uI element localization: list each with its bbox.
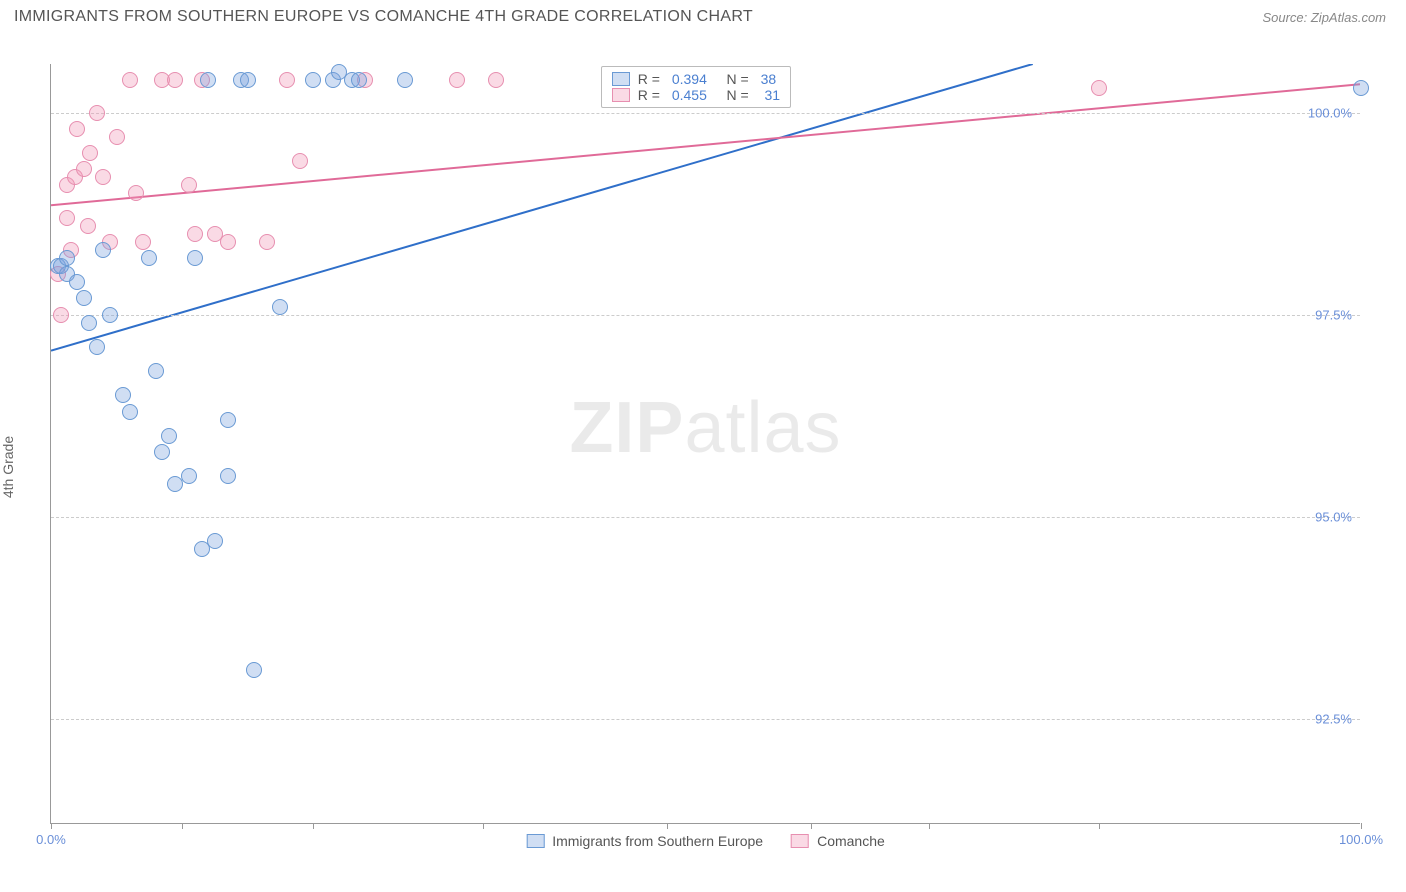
data-point [59, 250, 75, 266]
data-point [279, 72, 295, 88]
data-point [81, 315, 97, 331]
legend-row: R = 0.455 N = 31 [612, 87, 780, 103]
x-tick [182, 823, 183, 829]
data-point [135, 234, 151, 250]
data-point [115, 387, 131, 403]
gridline [51, 517, 1360, 518]
data-point [397, 72, 413, 88]
data-point [82, 145, 98, 161]
legend-swatch [612, 88, 630, 102]
correlation-legend: R = 0.394 N = 38R = 0.455 N = 31 [601, 66, 791, 108]
legend-swatch [791, 834, 809, 848]
data-point [154, 444, 170, 460]
legend-n-label: N = [715, 87, 753, 103]
gridline [51, 113, 1360, 114]
data-point [292, 153, 308, 169]
x-tick [667, 823, 668, 829]
data-point [95, 242, 111, 258]
watermark-bold: ZIP [569, 388, 684, 468]
data-point [305, 72, 321, 88]
x-tick [51, 823, 52, 829]
x-tick [1361, 823, 1362, 829]
y-tick-label: 97.5% [1315, 307, 1352, 322]
trend-line-blue [51, 64, 1033, 351]
data-point [207, 533, 223, 549]
gridline [51, 719, 1360, 720]
data-point [220, 412, 236, 428]
data-point [102, 307, 118, 323]
footer-legend-item: Comanche [791, 833, 885, 849]
data-point [128, 185, 144, 201]
plot-area: ZIPatlas R = 0.394 N = 38R = 0.455 N = 3… [50, 64, 1360, 824]
x-tick [1099, 823, 1100, 829]
chart-source: Source: ZipAtlas.com [1262, 10, 1386, 25]
data-point [53, 307, 69, 323]
legend-row: R = 0.394 N = 38 [612, 71, 780, 87]
data-point [187, 250, 203, 266]
legend-swatch [526, 834, 544, 848]
data-point [122, 404, 138, 420]
legend-r-value: 0.455 [672, 87, 707, 103]
data-point [89, 105, 105, 121]
y-tick-label: 92.5% [1315, 711, 1352, 726]
gridline [51, 315, 1360, 316]
data-point [351, 72, 367, 88]
data-point [89, 339, 105, 355]
data-point [246, 662, 262, 678]
legend-r-value: 0.394 [672, 71, 707, 87]
data-point [122, 72, 138, 88]
legend-r-label: R = [638, 87, 664, 103]
y-tick-label: 95.0% [1315, 509, 1352, 524]
x-tick-label: 100.0% [1339, 832, 1383, 847]
data-point [220, 234, 236, 250]
footer-legend-item: Immigrants from Southern Europe [526, 833, 763, 849]
watermark-light: atlas [684, 388, 841, 468]
data-point [141, 250, 157, 266]
data-point [69, 121, 85, 137]
data-point [109, 129, 125, 145]
legend-r-label: R = [638, 71, 664, 87]
chart-title: IMMIGRANTS FROM SOUTHERN EUROPE VS COMAN… [14, 8, 753, 26]
data-point [200, 72, 216, 88]
trend-lines [51, 64, 1360, 823]
x-tick-label: 0.0% [36, 832, 66, 847]
footer-legend-label: Comanche [817, 833, 885, 849]
data-point [449, 72, 465, 88]
data-point [95, 169, 111, 185]
data-point [1353, 80, 1369, 96]
data-point [220, 468, 236, 484]
data-point [167, 72, 183, 88]
y-axis-label: 4th Grade [0, 436, 16, 498]
data-point [272, 299, 288, 315]
data-point [181, 468, 197, 484]
series-legend: Immigrants from Southern Europe Comanche [526, 833, 885, 849]
legend-swatch [612, 72, 630, 86]
data-point [69, 274, 85, 290]
data-point [148, 363, 164, 379]
x-tick [313, 823, 314, 829]
data-point [161, 428, 177, 444]
data-point [80, 218, 96, 234]
legend-n-value: 38 [761, 71, 777, 87]
watermark: ZIPatlas [569, 387, 841, 469]
data-point [488, 72, 504, 88]
data-point [1091, 80, 1107, 96]
data-point [259, 234, 275, 250]
footer-legend-label: Immigrants from Southern Europe [552, 833, 763, 849]
y-tick-label: 100.0% [1308, 105, 1352, 120]
data-point [59, 210, 75, 226]
data-point [76, 290, 92, 306]
data-point [181, 177, 197, 193]
data-point [240, 72, 256, 88]
x-tick [483, 823, 484, 829]
x-tick [811, 823, 812, 829]
legend-n-label: N = [715, 71, 753, 87]
legend-n-value: 31 [761, 87, 780, 103]
x-tick [929, 823, 930, 829]
data-point [76, 161, 92, 177]
data-point [187, 226, 203, 242]
